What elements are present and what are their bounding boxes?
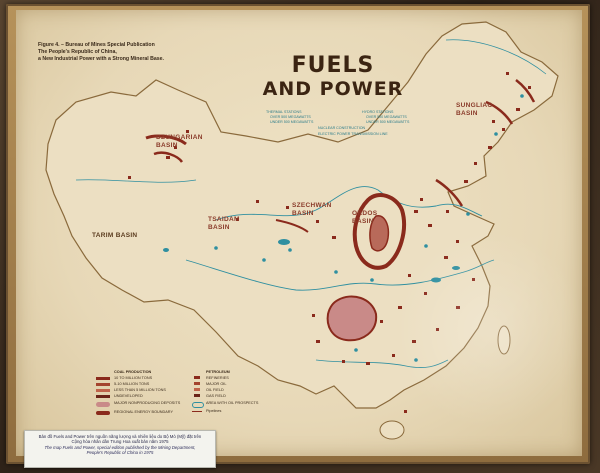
info-vn-line1: Bản đồ Fuels and Power trên nguồn năng l… — [38, 434, 202, 439]
production-markers — [128, 72, 531, 413]
legend-petro-a: REFINERIES — [206, 376, 229, 380]
info-vn-line2: Cộng hòa nhân dân Trung Hoa xuất bản năm… — [71, 439, 169, 445]
legend-hydro-header: HYDRO STATIONS — [362, 110, 394, 114]
coal-swatch — [96, 377, 110, 380]
figure-caption: Figure 4. – Bureau of Mines Special Publ… — [38, 42, 208, 63]
legend-transmission: ELECTRIC POWER TRANSMISSION LINE — [318, 132, 388, 136]
tarim-river — [75, 179, 197, 183]
china-map — [45, 21, 559, 440]
label-tarim-basin: TARIM BASIN — [92, 232, 138, 239]
resources-legend: COAL PRODUCTION 10 TO MILLION TONS 5-10 … — [96, 370, 326, 432]
info-en-line2: People's Republic of China in 1975 — [86, 450, 154, 456]
hydro-markers — [214, 94, 524, 362]
caption-line: Figure 4. – Bureau of Mines Special Publ… — [38, 42, 155, 48]
coal-deposit-tsaidam — [275, 219, 309, 233]
china-outline — [45, 21, 559, 409]
legend-nuclear: NUCLEAR CONSTRUCTION — [318, 126, 366, 130]
caption-line: a New Industrial Power with a Strong Min… — [38, 56, 164, 62]
lake — [278, 239, 290, 245]
label-sungliao-basin: SUNGLIAO BASIN — [456, 102, 493, 117]
petro-swatch — [194, 382, 200, 385]
coal-deposit-dzungarian — [153, 151, 184, 163]
legend-coal-d: UNDEVELOPED — [114, 394, 143, 398]
yellow-river — [215, 186, 483, 221]
legend-petro-d: GAS FIELD — [206, 394, 226, 398]
legend-coal-b: 5-10 MILLION TONS — [114, 382, 150, 386]
legend-coal-e: MAJOR NONPRODUCING DEPOSITS — [114, 401, 181, 405]
yangtze-river — [185, 259, 495, 291]
label-szechwan-basin: SZECHWAN BASIN — [292, 202, 332, 217]
legend-coal-c: LESS THAN 5 MILLION TONS — [114, 388, 166, 392]
map-title: FUELS AND POWER — [248, 53, 418, 101]
label-tsaidam-basin: TSAIDAM BASIN — [208, 216, 240, 231]
coal-swatch — [96, 395, 110, 398]
coal-deposit-szechwan — [326, 295, 378, 342]
coal-deposit-ordos-inner — [369, 215, 390, 252]
petro-swatch — [192, 402, 204, 408]
legend-coal-header: COAL PRODUCTION — [114, 370, 152, 374]
petro-swatch — [192, 411, 202, 412]
coal-swatch — [96, 402, 110, 407]
coal-swatch — [96, 383, 110, 386]
legend-hydro-b: UNDER 500 MEGAWATTS — [366, 120, 410, 124]
petro-swatch — [194, 394, 200, 397]
legend-petro-c: OIL FIELD — [206, 388, 224, 392]
petro-swatch — [194, 376, 200, 379]
coal-swatch — [96, 411, 110, 415]
lake — [431, 277, 441, 283]
label-dzungarian-basin: DZUNGARIAN BASIN — [156, 134, 203, 149]
caption-line: The People's Republic of China, — [38, 49, 117, 55]
petro-swatch — [194, 388, 200, 391]
legend-petro-header: PETROLEUM — [206, 370, 230, 374]
legend-thermal-header: THERMAL STATIONS — [266, 110, 302, 114]
legend-hydro-a: OVER 500 MEGAWATTS — [366, 115, 407, 119]
legend-coal-f: REGIONAL ENERGY BOUNDARY — [114, 410, 174, 414]
title-line-2: AND POWER — [262, 78, 404, 100]
title-line-1: FUELS — [291, 53, 375, 78]
pearl-river — [315, 359, 449, 368]
museum-info-card: Bản đồ Fuels and Power trên nguồn năng l… — [24, 430, 216, 468]
lake — [163, 248, 169, 252]
label-ordos-basin: ORDOS BASIN — [352, 210, 378, 225]
taiwan-island — [497, 325, 511, 355]
legend-petro-b: MAJOR OIL — [206, 382, 227, 386]
hainan-island — [379, 420, 405, 440]
coal-deposit-northeast — [515, 79, 536, 103]
lake — [452, 266, 460, 270]
legend-thermal-a: OVER 500 MEGAWATTS — [270, 115, 311, 119]
legend-coal-a: 10 TO MILLION TONS — [114, 376, 153, 380]
coal-swatch — [96, 389, 110, 392]
coal-deposit-north — [435, 178, 464, 207]
legend-petro-f: Pipelines — [206, 409, 222, 413]
coal-deposit-ordos — [352, 193, 407, 270]
amur-river — [445, 39, 547, 75]
coal-deposit-dzungarian — [145, 134, 187, 146]
map-paper: Figure 4. – Bureau of Mines Special Publ… — [16, 10, 582, 456]
legend-petro-e: AREA WITH OIL PROSPECTS — [206, 401, 259, 405]
coal-deposit-northeast — [485, 100, 514, 125]
legend-thermal-b: UNDER 500 MEGAWATTS — [270, 120, 314, 124]
info-en-line1: The map Fuels and Power, special edition… — [44, 444, 196, 450]
